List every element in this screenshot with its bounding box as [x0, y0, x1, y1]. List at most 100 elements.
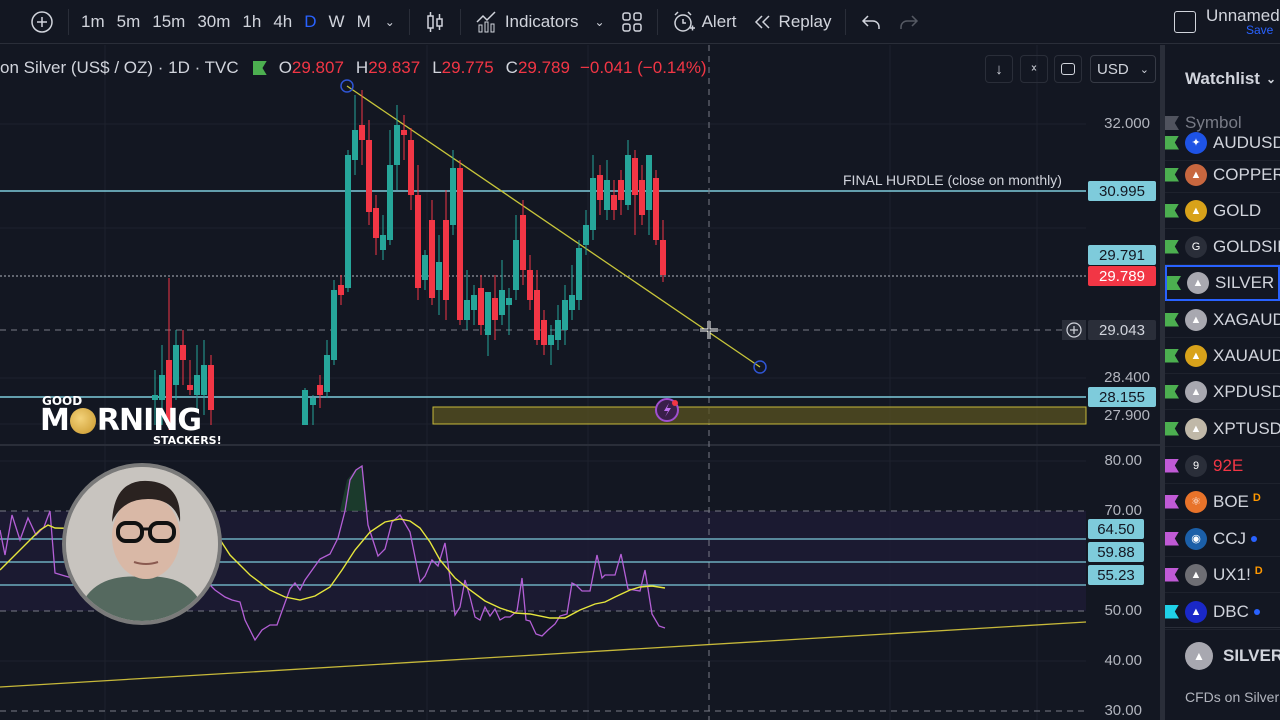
watchlist-item-gold[interactable]: ▲ GOLD — [1165, 193, 1280, 229]
delayed-badge: D — [1252, 492, 1261, 504]
undo-button[interactable] — [852, 0, 890, 44]
flag-icon[interactable] — [1165, 312, 1179, 327]
price-tag: 29.043 — [1088, 320, 1156, 340]
watchlist-item-xauaud[interactable]: ▲ XAUAUD — [1165, 338, 1280, 374]
watchlist-item-ccj[interactable]: ◉ CCJ — [1165, 521, 1280, 557]
flag-icon[interactable] — [1165, 494, 1179, 509]
flag-icon[interactable] — [252, 61, 267, 75]
redo-icon — [900, 14, 919, 29]
indicators-icon — [476, 10, 496, 32]
good-morning-stackers-logo: GOOD M RNING STACKERS! — [40, 394, 222, 447]
indicators-label: Indicators — [504, 11, 579, 31]
timeframe-W[interactable]: W — [328, 11, 345, 31]
watchlist-item-xptusd[interactable]: ▲ XPTUSD — [1165, 411, 1280, 447]
watchlist-item-xagaud[interactable]: ▲ XAGAUD — [1165, 302, 1280, 338]
timeframe-1h[interactable]: 1h — [242, 11, 262, 31]
rsi-trendline[interactable] — [0, 621, 1087, 688]
watchlist-title: Watchlist — [1185, 69, 1260, 88]
flag-icon[interactable] — [1165, 458, 1179, 473]
chevron-down-icon: ⌄ — [1139, 63, 1149, 76]
flag-icon[interactable] — [1165, 567, 1179, 582]
support-zone[interactable] — [432, 406, 1087, 425]
timeframe-dropdown[interactable]: ⌄ — [377, 0, 403, 44]
watchlist-item-goldsilver[interactable]: G GOLDSILVER — [1165, 229, 1280, 265]
final-hurdle-annotation[interactable]: FINAL HURDLE (close on monthly) — [843, 172, 1062, 188]
timeframe-D[interactable]: D — [304, 11, 317, 31]
symbol-column-header[interactable]: Symbol — [1165, 113, 1242, 133]
rsi-axis-label: 80.00 — [1104, 452, 1142, 469]
layout-select-button[interactable] — [1166, 0, 1200, 44]
watchlist-item-audusd[interactable]: ✦ AUDUSD — [1165, 125, 1280, 161]
watchlist-symbol: XPTUSD — [1213, 418, 1280, 438]
watchlist-symbol: GOLDSILVER — [1213, 236, 1280, 256]
lightning-alert-icon[interactable] — [655, 398, 679, 422]
alert-button[interactable]: Alert — [664, 0, 745, 44]
flag-icon[interactable] — [1165, 135, 1179, 150]
watchlist-item-ux1[interactable]: ▲ UX1! D — [1165, 557, 1280, 593]
watchlist-symbol: XAGAUD — [1213, 309, 1280, 329]
trendline-handle-start[interactable] — [340, 79, 354, 93]
trendline[interactable] — [346, 85, 761, 368]
divider — [656, 8, 658, 35]
flag-icon[interactable] — [1165, 421, 1179, 436]
watchlist-item-copper[interactable]: ▲ COPPER — [1165, 157, 1280, 193]
symbol-logo-icon: ◉ — [1185, 527, 1207, 550]
flag-icon[interactable] — [1165, 239, 1179, 254]
flag-icon[interactable] — [1165, 203, 1179, 218]
price-tag: 29.789 — [1088, 266, 1156, 286]
redo-button[interactable] — [890, 0, 928, 44]
symbol-logo-icon: ▲ — [1185, 600, 1207, 623]
flag-icon[interactable] — [1165, 604, 1179, 619]
rsi-level-tag: 55.23 — [1088, 565, 1144, 585]
fullscreen-button[interactable] — [1054, 55, 1082, 83]
presenter-avatar — [66, 467, 218, 621]
chart-type-button[interactable] — [416, 0, 454, 44]
watchlist-item-silver[interactable]: ▲ SILVER — [1165, 265, 1280, 301]
brand-rning: RNING — [96, 403, 202, 438]
brand-m: M — [40, 403, 70, 438]
collapse-button[interactable]: ⌄ ⌃ — [1020, 55, 1048, 83]
scroll-to-latest-button[interactable]: ↓ — [985, 55, 1013, 83]
timeframe-30m[interactable]: 30m — [197, 11, 231, 31]
flag-icon[interactable] — [1165, 167, 1179, 182]
flag-icon[interactable] — [1167, 276, 1181, 290]
save-link[interactable]: Save — [1246, 23, 1274, 36]
flag-icon[interactable] — [1165, 348, 1179, 363]
divider — [845, 8, 847, 35]
rsi-axis-label: 30.00 — [1104, 702, 1142, 719]
flag-icon[interactable] — [1165, 384, 1179, 399]
layout-button[interactable] — [613, 0, 651, 44]
timeframe-1m[interactable]: 1m — [81, 11, 105, 31]
watchlist-item-boe[interactable]: ⚛ BOE D — [1165, 484, 1280, 520]
price-chart[interactable] — [0, 45, 1160, 720]
layout-name-block[interactable]: Unnamed Save — [1200, 7, 1280, 36]
divider — [68, 8, 69, 35]
crosshair-cursor-icon — [700, 321, 718, 339]
watchlist-item-dbc[interactable]: ▲ DBC — [1165, 594, 1280, 630]
replay-button[interactable]: Replay — [745, 0, 840, 44]
add-symbol-button[interactable] — [0, 0, 62, 44]
price-tag: 28.155 — [1088, 387, 1156, 407]
delayed-badge: D — [1254, 565, 1263, 577]
candlesticks — [152, 90, 666, 430]
timeframe-5m[interactable]: 5m — [116, 11, 141, 31]
flag-icon[interactable] — [1165, 531, 1179, 546]
currency-select[interactable]: USD ⌄ — [1090, 55, 1156, 83]
timeframe-M[interactable]: M — [356, 11, 371, 31]
symbol-description[interactable]: on Silver (US$ / OZ) · 1D · TVC — [0, 58, 239, 77]
price-axis-label: 32.000 — [1104, 115, 1150, 132]
indicators-dropdown[interactable]: ⌄ — [587, 0, 613, 44]
rsi-line — [0, 464, 666, 642]
panel-divider[interactable] — [1160, 45, 1165, 720]
timeframe-4h[interactable]: 4h — [273, 11, 293, 31]
layout-name: Unnamed — [1206, 7, 1280, 25]
timeframe-15m[interactable]: 15m — [152, 11, 186, 31]
watchlist-item-92e[interactable]: 9 92E — [1165, 448, 1280, 484]
trendline-handle-end[interactable] — [753, 360, 767, 374]
symbol-logo-icon: ▲ — [1185, 163, 1207, 186]
add-alert-plus-button[interactable] — [1062, 320, 1086, 340]
watchlist-header[interactable]: Watchlist ⌄ — [1185, 69, 1276, 89]
watchlist-item-xpdusd[interactable]: ▲ XPDUSD — [1165, 374, 1280, 410]
indicators-button[interactable]: Indicators — [467, 0, 587, 44]
webcam-overlay — [62, 463, 222, 625]
